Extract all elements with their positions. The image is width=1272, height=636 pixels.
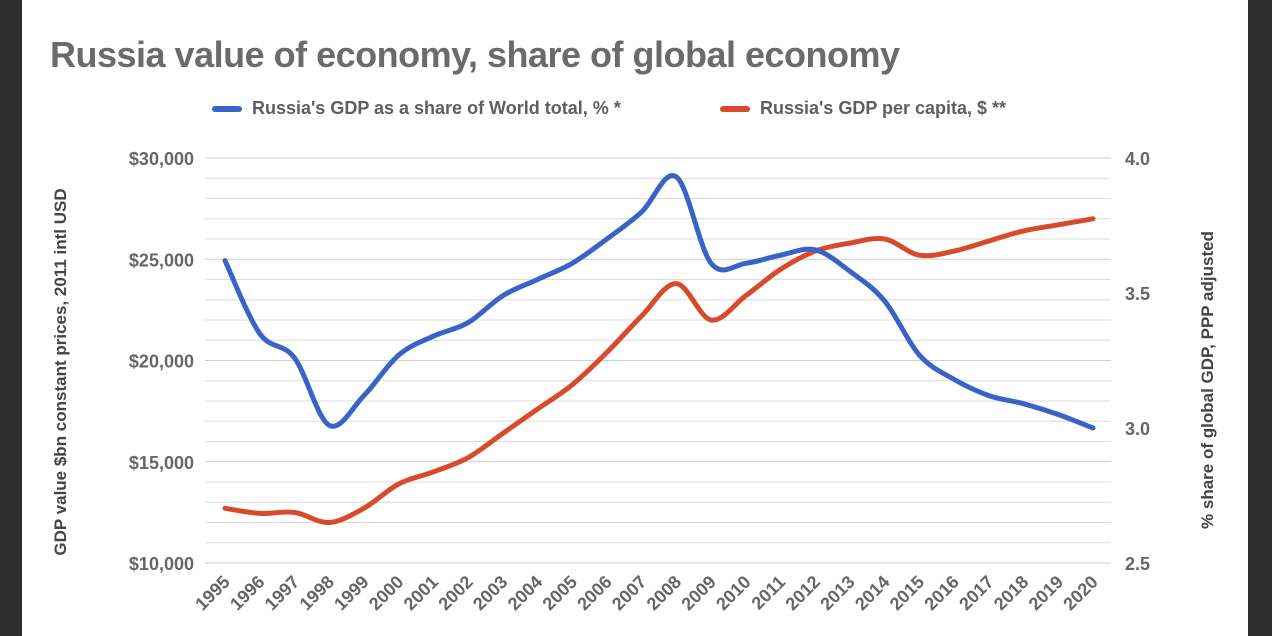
x-tick-label: 2012 (782, 572, 824, 614)
legend-swatch-gdp-share (212, 105, 242, 112)
x-tick-label: 1995 (191, 572, 233, 614)
y2-tick-label: 2.5 (1125, 554, 1150, 574)
x-tick-label: 2020 (1059, 572, 1101, 614)
x-tick-label: 2000 (365, 572, 407, 614)
y2-axis-title: % share of global GDP, PPP adjusted (1198, 231, 1217, 529)
series-lines (222, 173, 1096, 526)
x-tick-label: 2019 (1025, 572, 1067, 614)
legend-swatch-gdp-per-capita (720, 105, 750, 112)
y2-tick-label: 3.0 (1125, 419, 1150, 439)
legend-label-gdp-per-capita: Russia's GDP per capita, $ ** (760, 98, 1007, 118)
x-tick-label: 2008 (643, 572, 685, 614)
legend-label-gdp-share: Russia's GDP as a share of World total, … (252, 98, 621, 118)
legend-item-gdp-per-capita: Russia's GDP per capita, $ ** (720, 98, 1006, 119)
x-tick-label: 1999 (330, 572, 372, 614)
x-tick-label: 2018 (990, 572, 1032, 614)
right-axis-ticks: 4.0 3.5 3.0 2.5 (1125, 149, 1150, 574)
x-tick-label: 2004 (504, 572, 546, 614)
x-tick-label: 1997 (261, 572, 303, 614)
x-tick-label: 2010 (712, 572, 754, 614)
y2-tick-label: 3.5 (1125, 284, 1150, 304)
y-axis-title: GDP value $bn constant prices, 2011 intl… (51, 188, 70, 555)
left-axis-ticks: $30,000 $25,000 $20,000 $15,000 $10,000 (129, 149, 194, 574)
y-tick-label: $25,000 (129, 250, 194, 270)
y-tick-label: $20,000 (129, 352, 194, 372)
x-tick-label: 2009 (677, 572, 719, 614)
x-tick-label: 2007 (608, 572, 650, 614)
gridlines (205, 157, 1111, 564)
x-tick-label: 2001 (400, 572, 442, 614)
y2-tick-label: 4.0 (1125, 149, 1150, 169)
chart-title: Russia value of economy, share of global… (50, 34, 900, 75)
x-tick-label: 2006 (573, 572, 615, 614)
y-tick-label: $15,000 (129, 453, 194, 473)
series-line-gdp-share (222, 173, 1096, 431)
series-line-gdp-per-capita (222, 216, 1096, 526)
x-tick-label: 2015 (886, 572, 928, 614)
legend-item-gdp-share: Russia's GDP as a share of World total, … (212, 98, 621, 119)
y-tick-label: $30,000 (129, 149, 194, 169)
x-tick-label: 2003 (469, 572, 511, 614)
x-tick-label: 1996 (226, 572, 268, 614)
x-axis-ticks: 1995199619971998199920002001200220032004… (191, 572, 1101, 614)
x-tick-label: 1998 (296, 572, 338, 614)
x-tick-label: 2013 (816, 572, 858, 614)
chart-card: Russia value of economy, share of global… (22, 0, 1248, 636)
y-tick-label: $10,000 (129, 554, 194, 574)
x-tick-label: 2002 (434, 572, 476, 614)
x-tick-label: 2005 (539, 572, 581, 614)
x-tick-label: 2017 (955, 572, 997, 614)
x-tick-label: 2011 (748, 572, 790, 614)
x-tick-label: 2014 (851, 572, 893, 614)
x-tick-label: 2016 (920, 572, 962, 614)
